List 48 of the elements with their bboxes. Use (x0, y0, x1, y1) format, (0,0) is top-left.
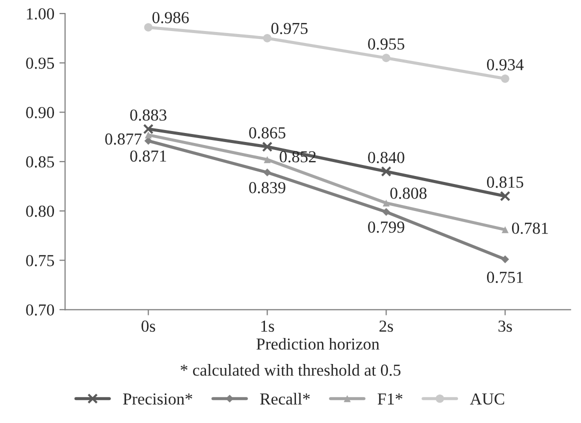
point (382, 208, 390, 216)
text: * calculated with threshold at 0.5 (180, 364, 400, 376)
point (501, 255, 510, 264)
legend-label: Recall* (260, 392, 310, 405)
point (144, 131, 152, 138)
y-tick-label: 0.75 (26, 254, 54, 266)
point (382, 54, 390, 62)
point (144, 23, 152, 32)
data-label: 0.852 (280, 151, 316, 162)
point (263, 168, 272, 176)
data-label: 0.955 (368, 38, 404, 50)
data-label: 0.877 (105, 133, 142, 145)
y-tick-label: 0.70 (26, 304, 54, 316)
data-label: 0.986 (152, 12, 189, 24)
data-label: 0.871 (130, 150, 166, 162)
legend-label: F1* (378, 393, 402, 404)
x-tick-label: 3s (498, 320, 512, 332)
data-label: 0.839 (249, 182, 286, 194)
y-tick-label: 0.90 (26, 106, 54, 118)
x-tick-label: 2s (380, 320, 393, 332)
data-label: 0.799 (368, 222, 404, 233)
y-tick-label: 0.85 (26, 156, 54, 168)
data-label: 0.751 (487, 272, 523, 283)
y-tick-label: 0.95 (26, 58, 54, 69)
y-tick-label: 0.80 (26, 206, 54, 217)
data-label: 0.808 (390, 188, 427, 199)
data-label: 0.815 (487, 176, 524, 188)
point (264, 156, 271, 164)
point (262, 142, 272, 152)
data-label: 0.883 (130, 109, 166, 121)
point (263, 34, 272, 42)
x-axis-title: Prediction horizon (256, 338, 380, 350)
point (143, 124, 154, 134)
data-label: 0.781 (512, 222, 548, 234)
point (382, 200, 390, 207)
point (500, 74, 510, 83)
legend-label: Precision* (123, 393, 192, 405)
legend-label: AUC (470, 393, 504, 405)
point (502, 226, 509, 234)
data-label: 0.865 (249, 127, 286, 139)
data-label: 0.975 (271, 22, 308, 34)
data-label: 0.840 (368, 152, 404, 164)
data-label: 0.934 (487, 59, 524, 70)
x-tick-label: 0s (142, 320, 156, 332)
point (380, 166, 392, 177)
point (500, 190, 510, 202)
y-tick-label: 1.00 (26, 8, 54, 20)
x-tick-label: 1s (261, 320, 274, 332)
